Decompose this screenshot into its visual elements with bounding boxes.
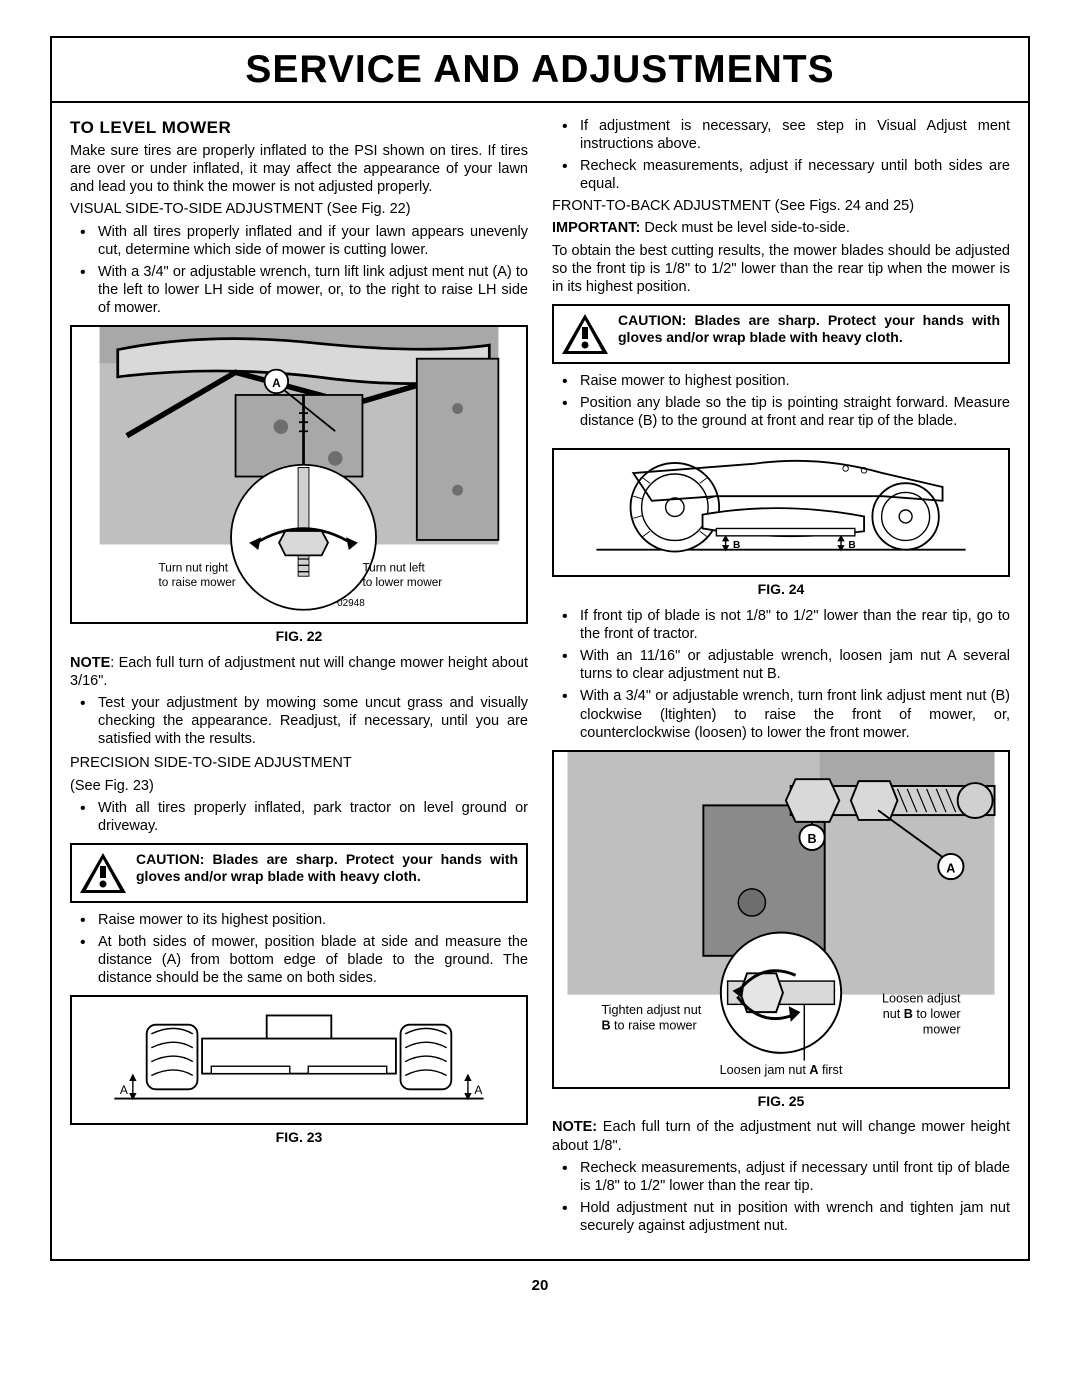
caution-2-text: CAUTION: Blades are sharp. Protect your … [618,312,1000,347]
fig-23-svg: A A [72,997,526,1117]
fig24-b1: B [733,540,740,551]
intro-text: Make sure tires are properly inflated to… [70,142,528,196]
note25-label: NOTE: [552,1119,597,1135]
precision-b1: With all tires properly inflated, park t… [70,799,528,835]
note25-text: Each full turn of the adjustment nut wil… [552,1119,1010,1153]
fig22-code: 02948 [337,598,365,609]
right-top-list: If adjustment is necessary, see step in … [552,117,1010,194]
front-b1: If front tip of blade is not 1/8" to 1/2… [552,607,1010,643]
fig-22: A Turn nut right to raise mower [70,325,528,624]
test-b: Test your adjustment by mowing some uncu… [70,694,528,748]
fig25-jam: Loosen jam nut A first [720,1063,843,1077]
r-pos-b: Position any blade so the tip is pointin… [552,394,1010,430]
test-list: Test your adjustment by mowing some uncu… [70,694,528,748]
final-list: Recheck measurements, adjust if necessar… [552,1159,1010,1236]
fig25-loose1: Loosen adjust [882,991,961,1005]
important-line: IMPORTANT: Deck must be level side-to-si… [552,219,1010,237]
fig25-b: B [808,832,817,846]
hold-b: Hold adjustment nut in position with wre… [552,1199,1010,1235]
post-caution2-list: Raise mower to highest position. Positio… [552,372,1010,430]
fig25-loose3: mower [923,1022,961,1036]
note-22-text: : Each full turn of adjustment nut will … [70,655,528,689]
visual-head: VISUAL SIDE-TO-SIDE ADJUSTMENT (See Fig.… [70,200,528,218]
fig25-tight2: B to raise mower [601,1018,696,1032]
fig24-b2: B [848,540,855,551]
precision-list: With all tires properly inflated, park t… [70,799,528,835]
ftb-head: FRONT-TO-BACK ADJUSTMENT (See Figs. 24 a… [552,197,1010,215]
fig25-a: A [946,861,955,875]
visual-b1: With all tires properly inflated and if … [70,223,528,259]
r-b1: If adjustment is necessary, see step in … [552,117,1010,153]
warning-icon [560,312,610,356]
fig25-caption: FIG. 25 [552,1093,1010,1111]
fig23-caption: FIG. 23 [70,1129,528,1147]
visual-list: With all tires properly inflated and if … [70,223,528,318]
warning-icon [78,851,128,895]
precision-head: PRECISION SIDE-TO-SIDE ADJUSTMENT [70,754,528,772]
imp-text: Deck must be level side-to-side. [640,220,850,236]
front-b3: With a 3/4" or adjustable wrench, turn f… [552,687,1010,741]
fig-25-svg: B A Tighten adj [554,752,1008,1082]
r-b2: Recheck measurements, adjust if necessar… [552,157,1010,193]
fig22-caption: FIG. 22 [70,628,528,646]
page-title: SERVICE AND ADJUSTMENTS [52,38,1028,103]
fig22-label-a: A [272,377,281,390]
page-frame: SERVICE AND ADJUSTMENTS TO LEVEL MOWER M… [50,36,1030,1261]
recheck-b: Recheck measurements, adjust if necessar… [552,1159,1010,1195]
page-number: 20 [50,1277,1030,1296]
caution-1: CAUTION: Blades are sharp. Protect your … [70,843,528,903]
post-caution1-list: Raise mower to its highest position. At … [70,911,528,988]
fig22-note-right-2: to raise mower [159,576,236,589]
fig24-caption: FIG. 24 [552,581,1010,599]
col-left: TO LEVEL MOWER Make sure tires are prope… [70,117,528,1239]
caution-2: CAUTION: Blades are sharp. Protect your … [552,304,1010,364]
precision-see: (See Fig. 23) [70,777,528,795]
heading-level-mower: TO LEVEL MOWER [70,117,528,138]
caution-1-text: CAUTION: Blades are sharp. Protect your … [136,851,518,886]
fig-25: B A Tighten adj [552,750,1010,1089]
obtain-text: To obtain the best cutting results, the … [552,242,1010,296]
col-right: If adjustment is necessary, see step in … [552,117,1010,1239]
fig22-note-left-2: to lower mower [362,576,442,589]
imp-label: IMPORTANT: [552,220,640,236]
visual-b2: With a 3/4" or adjustable wrench, turn l… [70,263,528,317]
fig22-note-right-1: Turn nut right [159,562,229,575]
fig22-note-left-1: Turn nut left [362,562,425,575]
fig-24-svg: B B [554,450,1008,570]
note-22: NOTE: Each full turn of adjustment nut w… [70,654,528,690]
raise-b: Raise mower to its highest position. [70,911,528,929]
both-b: At both sides of mower, position blade a… [70,933,528,987]
note-22-label: NOTE [70,655,110,671]
fig23-a-l: A [120,1083,128,1097]
fig25-tight1: Tighten adjust nut [601,1003,701,1017]
front-list: If front tip of blade is not 1/8" to 1/2… [552,607,1010,742]
fig-22-svg: A Turn nut right to raise mower [72,327,526,617]
front-b2: With an 11/16" or adjustable wrench, loo… [552,647,1010,683]
fig-24: B B [552,448,1010,577]
fig-23: A A [70,995,528,1124]
columns: TO LEVEL MOWER Make sure tires are prope… [52,103,1028,1259]
fig23-a-r: A [474,1083,482,1097]
fig25-loose2: nut B to lower [883,1007,961,1021]
r-raise-b: Raise mower to highest position. [552,372,1010,390]
note-25: NOTE: Each full turn of the adjustment n… [552,1118,1010,1154]
